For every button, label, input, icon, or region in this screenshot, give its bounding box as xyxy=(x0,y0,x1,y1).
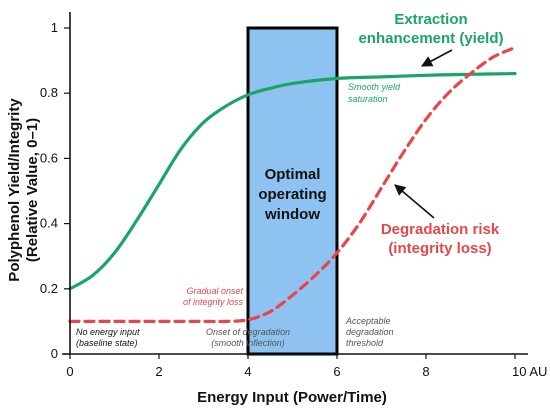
onset-degradation-note: Onset of degradation (smooth inflection) xyxy=(206,327,290,348)
x-tick-label: 2 xyxy=(155,364,162,379)
gradual-onset-note: Gradual onset of integrity loss xyxy=(183,286,244,307)
x-tick-label: 10 AU xyxy=(512,364,547,379)
y-tick-label: 1 xyxy=(51,20,58,35)
x-tick-label: 8 xyxy=(422,364,429,379)
yield-line xyxy=(68,72,517,291)
x-tick-label: 4 xyxy=(244,364,251,379)
x-axis-title: Energy Input (Power/Time) xyxy=(197,389,387,406)
y-axis-title: Polyphenol Yield/Integrity(Relative Valu… xyxy=(6,98,41,282)
risk-series-label: Degradation risk (integrity loss) xyxy=(381,221,500,257)
y-tick-label: 0.6 xyxy=(40,150,58,165)
smooth-saturation-note: Smooth yield saturation xyxy=(348,82,401,104)
y-tick-label: 0.2 xyxy=(40,281,58,296)
y-tick-label: 0 xyxy=(51,346,58,361)
no-energy-note: No energy input (baseline state) xyxy=(76,327,140,348)
x-tick-label: 0 xyxy=(66,364,73,379)
acceptable-threshold-note: Acceptable degradation threshold xyxy=(345,316,394,348)
optimal-window-label: Optimal operating window xyxy=(258,166,326,223)
y-tick-label: 0.4 xyxy=(40,216,58,231)
degradation-line xyxy=(68,46,517,324)
yield-arrow xyxy=(421,49,453,67)
risk-arrow xyxy=(394,184,435,219)
yield-series-label: Extraction enhancement (yield) xyxy=(358,11,503,47)
y-tick-label: 0.8 xyxy=(40,85,58,100)
x-tick-label: 6 xyxy=(333,364,340,379)
